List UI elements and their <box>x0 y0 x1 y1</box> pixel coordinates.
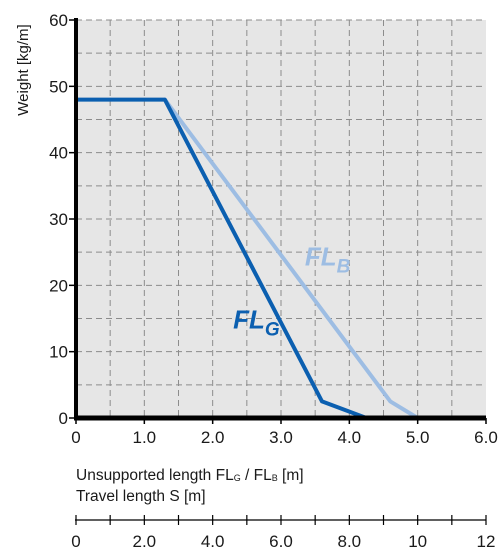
travel-tick-label: 4.0 <box>201 532 225 551</box>
travel-tick-label: 10 <box>408 532 427 551</box>
series-layer <box>74 97 420 420</box>
travel-tick-label: 6.0 <box>269 532 293 551</box>
axes <box>69 18 487 424</box>
series-line-fl-b <box>162 97 420 420</box>
x-tick-label: 4.0 <box>338 428 362 447</box>
y-tick-label: 60 <box>49 11 68 30</box>
tick-labels: 0 10 20 30 40 50 60 0 1.0 2.0 3.0 4.0 5.0 6.0 <box>49 11 498 447</box>
travel-tick-label: 2.0 <box>133 532 157 551</box>
y-tick-label: 20 <box>49 276 68 295</box>
y-tick-label: 40 <box>49 144 68 163</box>
series-label-fl-b: FLB <box>305 241 351 277</box>
x-axis-title-sub-b: B <box>271 473 278 483</box>
x-axis-title-mid: / FL <box>240 467 272 484</box>
y-axis-title: Weight [kg/m] <box>15 24 32 115</box>
y-tick-label: 0 <box>59 409 68 428</box>
x-tick-label: 5.0 <box>406 428 430 447</box>
x-tick-label: 2.0 <box>201 428 225 447</box>
grid-lines <box>76 19 486 418</box>
x-axis-title-prefix: Unsupported length FL <box>76 467 234 484</box>
travel-length-axis: 0 2.0 4.0 6.0 8.0 10 12 <box>71 515 495 551</box>
y-tick-label: 30 <box>49 210 68 229</box>
x-axis-title-sub-g: G <box>233 473 241 483</box>
series-labels: FLG FLB <box>233 241 351 340</box>
x-axis-title-unsupported-length: Unsupported length FLG / FLB [m] <box>76 466 304 487</box>
y-tick-label: 10 <box>49 343 68 362</box>
x-tick-label: 0 <box>71 428 80 447</box>
x-tick-label: 3.0 <box>269 428 293 447</box>
x-tick-label: 1.0 <box>133 428 157 447</box>
x-tick-label: 6.0 <box>474 428 498 447</box>
series-label-fl-g: FLG <box>233 304 280 340</box>
series-line-fl-g <box>74 97 369 420</box>
x-axis-title-suffix: [m] <box>277 467 304 484</box>
y-tick-label: 50 <box>49 77 68 96</box>
travel-tick-label: 12 <box>477 532 496 551</box>
x-axis-title-travel-length: Travel length S [m] <box>76 488 206 505</box>
travel-tick-label: 0 <box>71 532 80 551</box>
travel-tick-label: 8.0 <box>338 532 362 551</box>
